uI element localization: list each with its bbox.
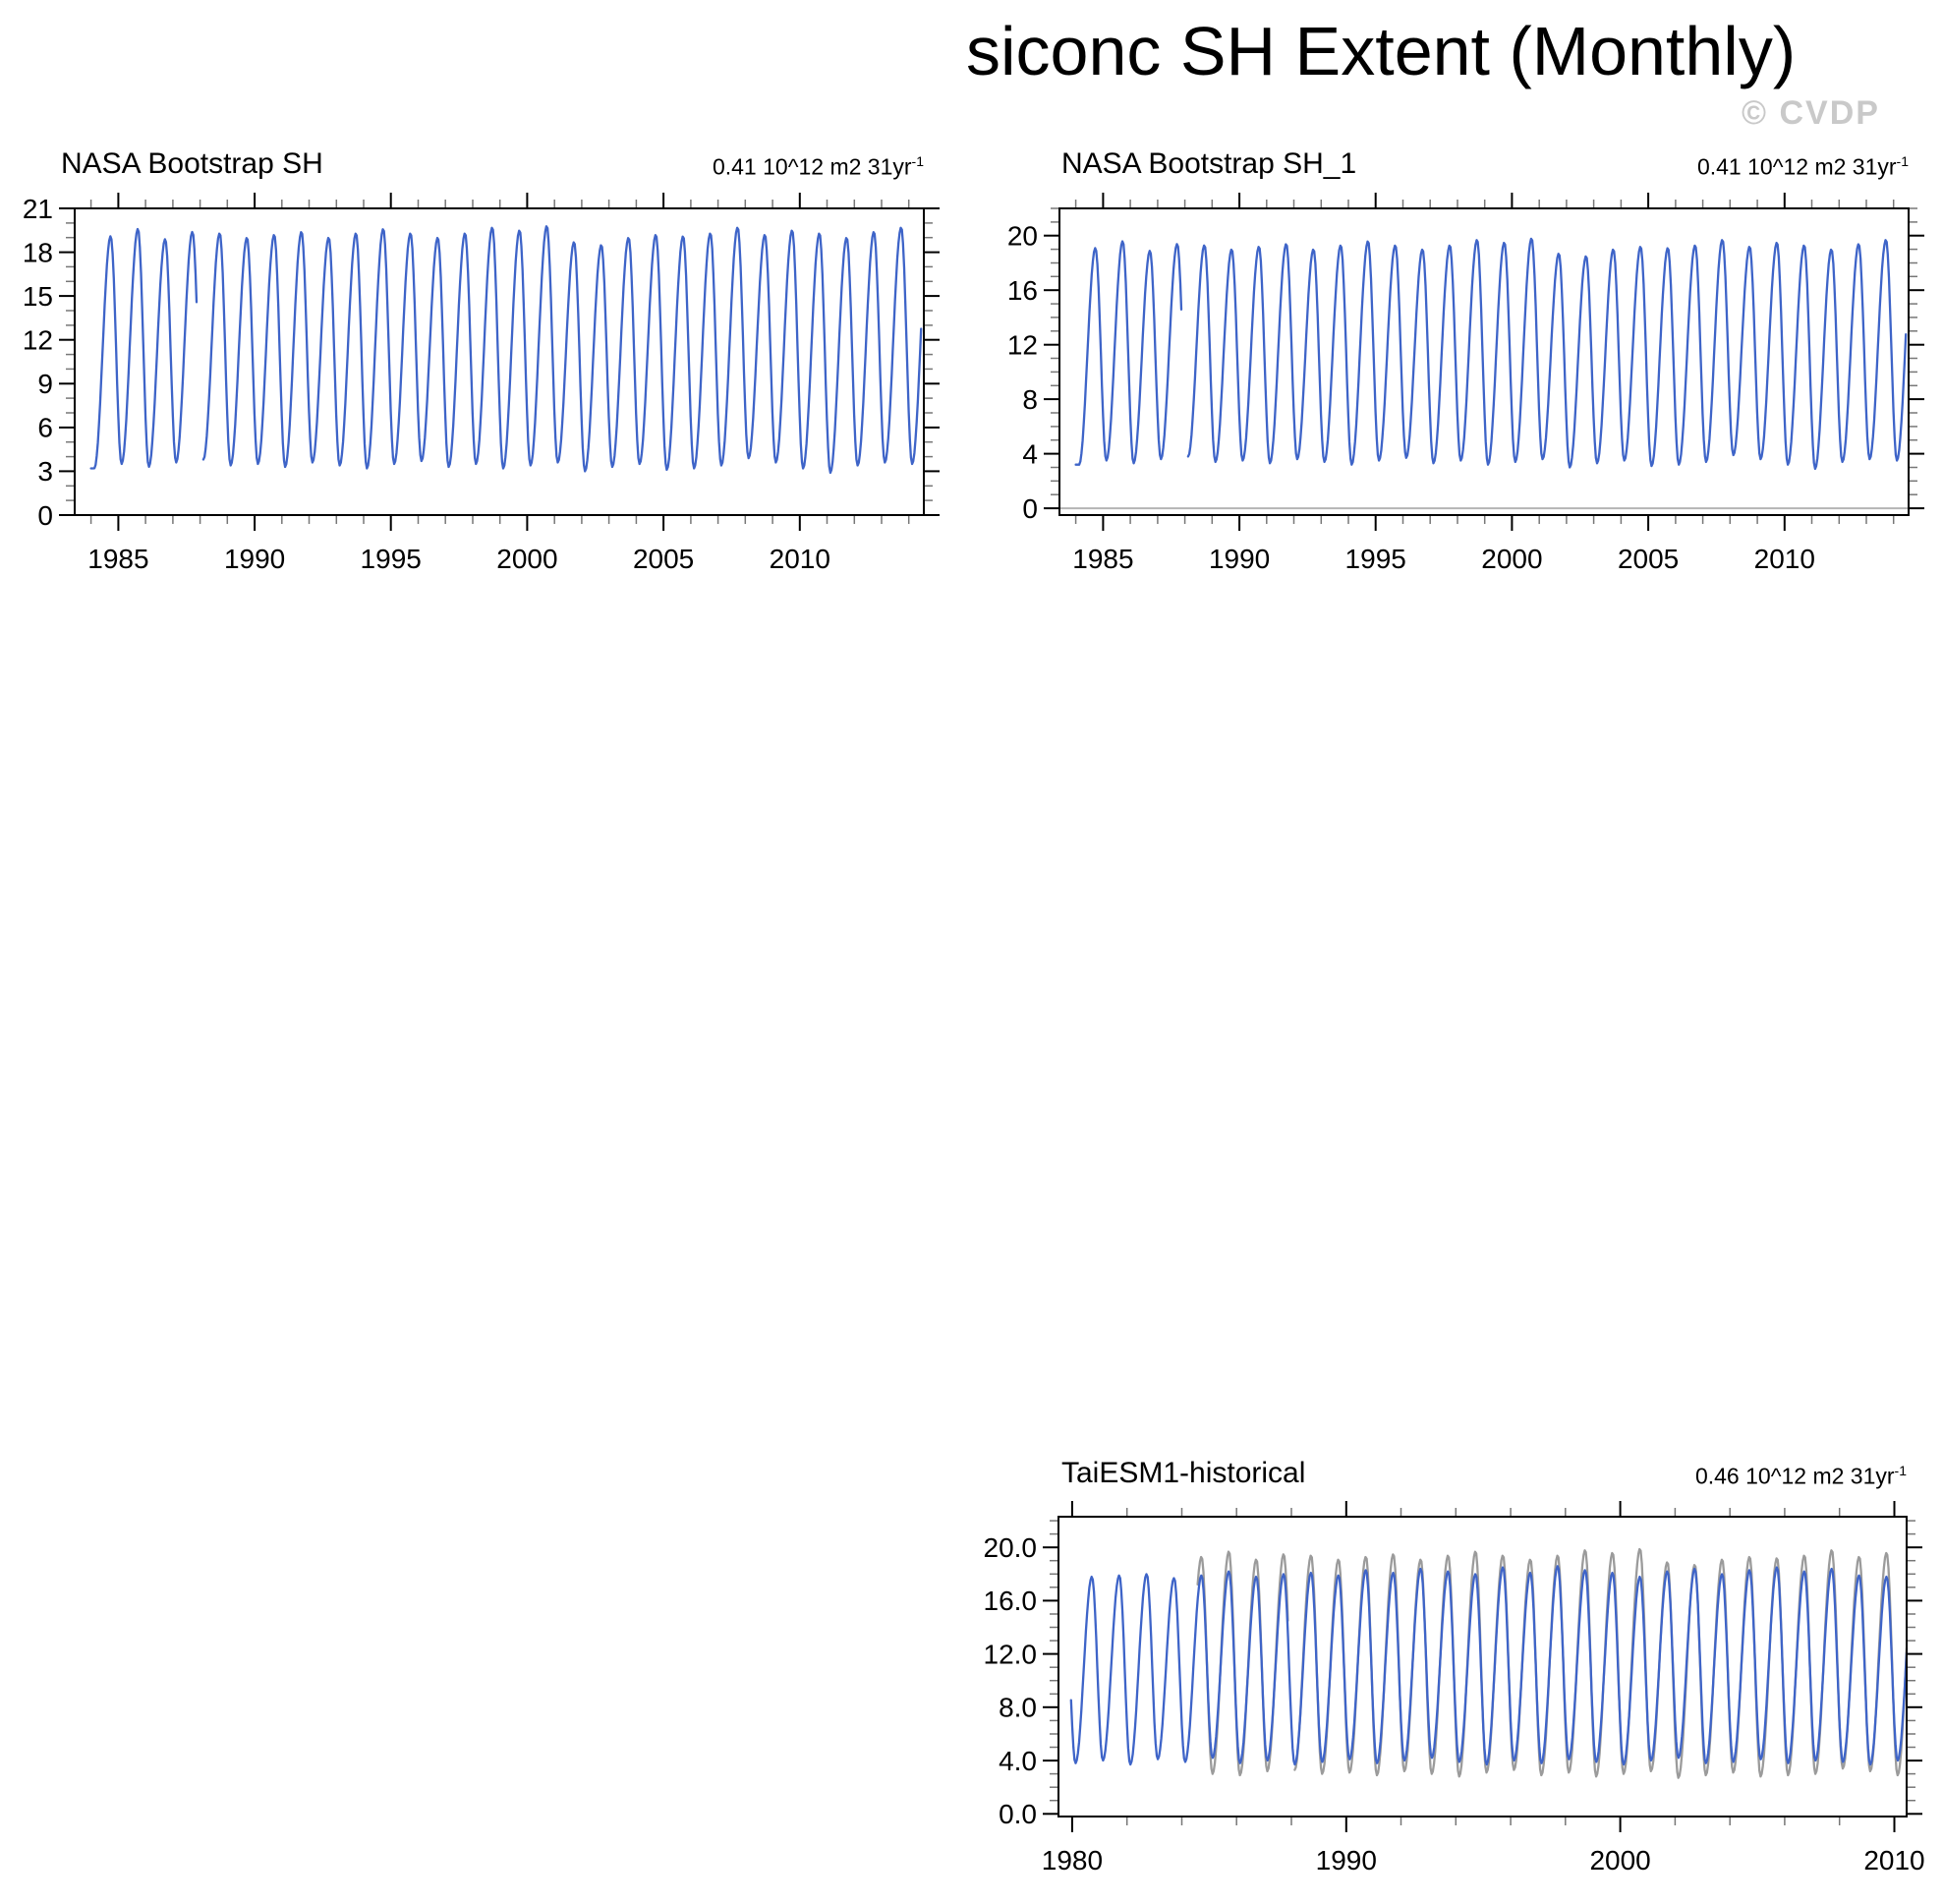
plot-frame: [1058, 207, 1910, 516]
chart-taiesm1-historical: 1980 1990 2000 2010 20.0 16.0 12.0 8.0 4.0 0.0: [984, 1501, 1925, 1875]
nasa-bootstrap-sh-line: [89, 227, 199, 470]
chart3-trend-exponent: -1: [1894, 1463, 1907, 1478]
chart3-trend-label: 0.46 10^12 m2 31yr-1: [1695, 1463, 1907, 1490]
y-axis-tick-label: 0: [1022, 493, 1038, 524]
chart2-trend-value: 0.41 10^12 m2 31yr: [1696, 153, 1897, 180]
chart1-trend-label: 0.41 10^12 m2 31yr-1: [713, 153, 924, 181]
nasa-bootstrap-sh-line: [201, 225, 923, 475]
y-axis-tick-label: 12: [1007, 330, 1038, 361]
taiesm1-model-line: [1069, 1565, 1909, 1766]
chart3-trend-value: 0.46 10^12 m2 31yr: [1694, 1463, 1895, 1489]
y-axis-tick-label: 12: [23, 325, 53, 356]
y-axis-tick-label: 15: [23, 281, 53, 312]
x-axis-tick-label: 2010: [1754, 544, 1815, 574]
taiesm1-obs-overlay-line: [1293, 1547, 1909, 1779]
cvdp-watermark: © CVDP: [1742, 94, 1880, 132]
x-axis-tick-label: 2005: [1618, 544, 1679, 574]
chart2-trend-label: 0.41 10^12 m2 31yr-1: [1697, 153, 1909, 181]
y-axis-tick-label: 4: [1022, 438, 1038, 469]
y-axis-tick-label: 0: [37, 500, 53, 531]
x-axis-tick-label: 1985: [1072, 544, 1133, 574]
y-axis-tick-label: 4.0: [999, 1746, 1037, 1776]
chart1-trend-exponent: -1: [911, 153, 924, 169]
x-axis-tick-label: 2005: [633, 544, 694, 574]
plot-frame: [1057, 1516, 1908, 1817]
y-axis-tick-label: 6: [37, 413, 53, 443]
y-axis-tick-label: 8: [1022, 384, 1038, 415]
y-axis-tick-label: 21: [23, 194, 53, 224]
y-axis-tick-label: 8.0: [999, 1693, 1037, 1723]
nasa-bootstrap-sh-1-line: [1186, 237, 1908, 471]
chart2-title: NASA Bootstrap SH_1: [1061, 147, 1357, 180]
x-axis-tick-label: 2010: [1863, 1845, 1924, 1875]
chart-nasa-bootstrap-sh: 1985 1990 1995 2000 2005 2010 21 18 15 12 9 6 3 0: [23, 193, 940, 574]
x-axis-tick-label: 1990: [1209, 544, 1270, 574]
y-axis-tick-label: 12.0: [984, 1639, 1038, 1669]
y-axis-tick-label: 0.0: [999, 1799, 1037, 1829]
x-axis-tick-label: 1995: [361, 544, 422, 574]
y-axis-tick-label: 3: [37, 456, 53, 487]
chart1-trend-value: 0.41 10^12 m2 31yr: [712, 153, 912, 180]
chart2-trend-exponent: -1: [1896, 153, 1909, 169]
chart1-title: NASA Bootstrap SH: [61, 147, 323, 180]
chart-nasa-bootstrap-sh-1: 1985 1990 1995 2000 2005 2010 20 16 12 8 4 0: [1007, 193, 1924, 574]
plot-frame: [74, 207, 925, 516]
y-axis-tick-label: 20.0: [984, 1532, 1038, 1563]
y-axis-tick-label: 9: [37, 369, 53, 399]
x-axis-tick-label: 2000: [1589, 1845, 1650, 1875]
x-axis-tick-label: 2000: [496, 544, 557, 574]
nasa-bootstrap-sh-1-line: [1074, 240, 1183, 466]
x-axis-tick-label: 1980: [1042, 1845, 1103, 1875]
chart3-title: TaiESM1-historical: [1061, 1457, 1306, 1489]
y-axis-tick-label: 18: [23, 237, 53, 267]
x-axis-tick-label: 1985: [87, 544, 148, 574]
y-axis-tick-label: 16: [1007, 275, 1038, 306]
x-axis-tick-label: 1995: [1345, 544, 1406, 574]
x-axis-tick-label: 2010: [770, 544, 830, 574]
page-title: siconc SH Extent (Monthly): [966, 13, 1797, 89]
x-axis-tick-label: 2000: [1481, 544, 1542, 574]
y-axis-tick-label: 16.0: [984, 1586, 1038, 1616]
x-axis-tick-label: 1990: [224, 544, 285, 574]
y-axis-tick-label: 20: [1007, 221, 1038, 252]
x-axis-tick-label: 1990: [1316, 1845, 1377, 1875]
